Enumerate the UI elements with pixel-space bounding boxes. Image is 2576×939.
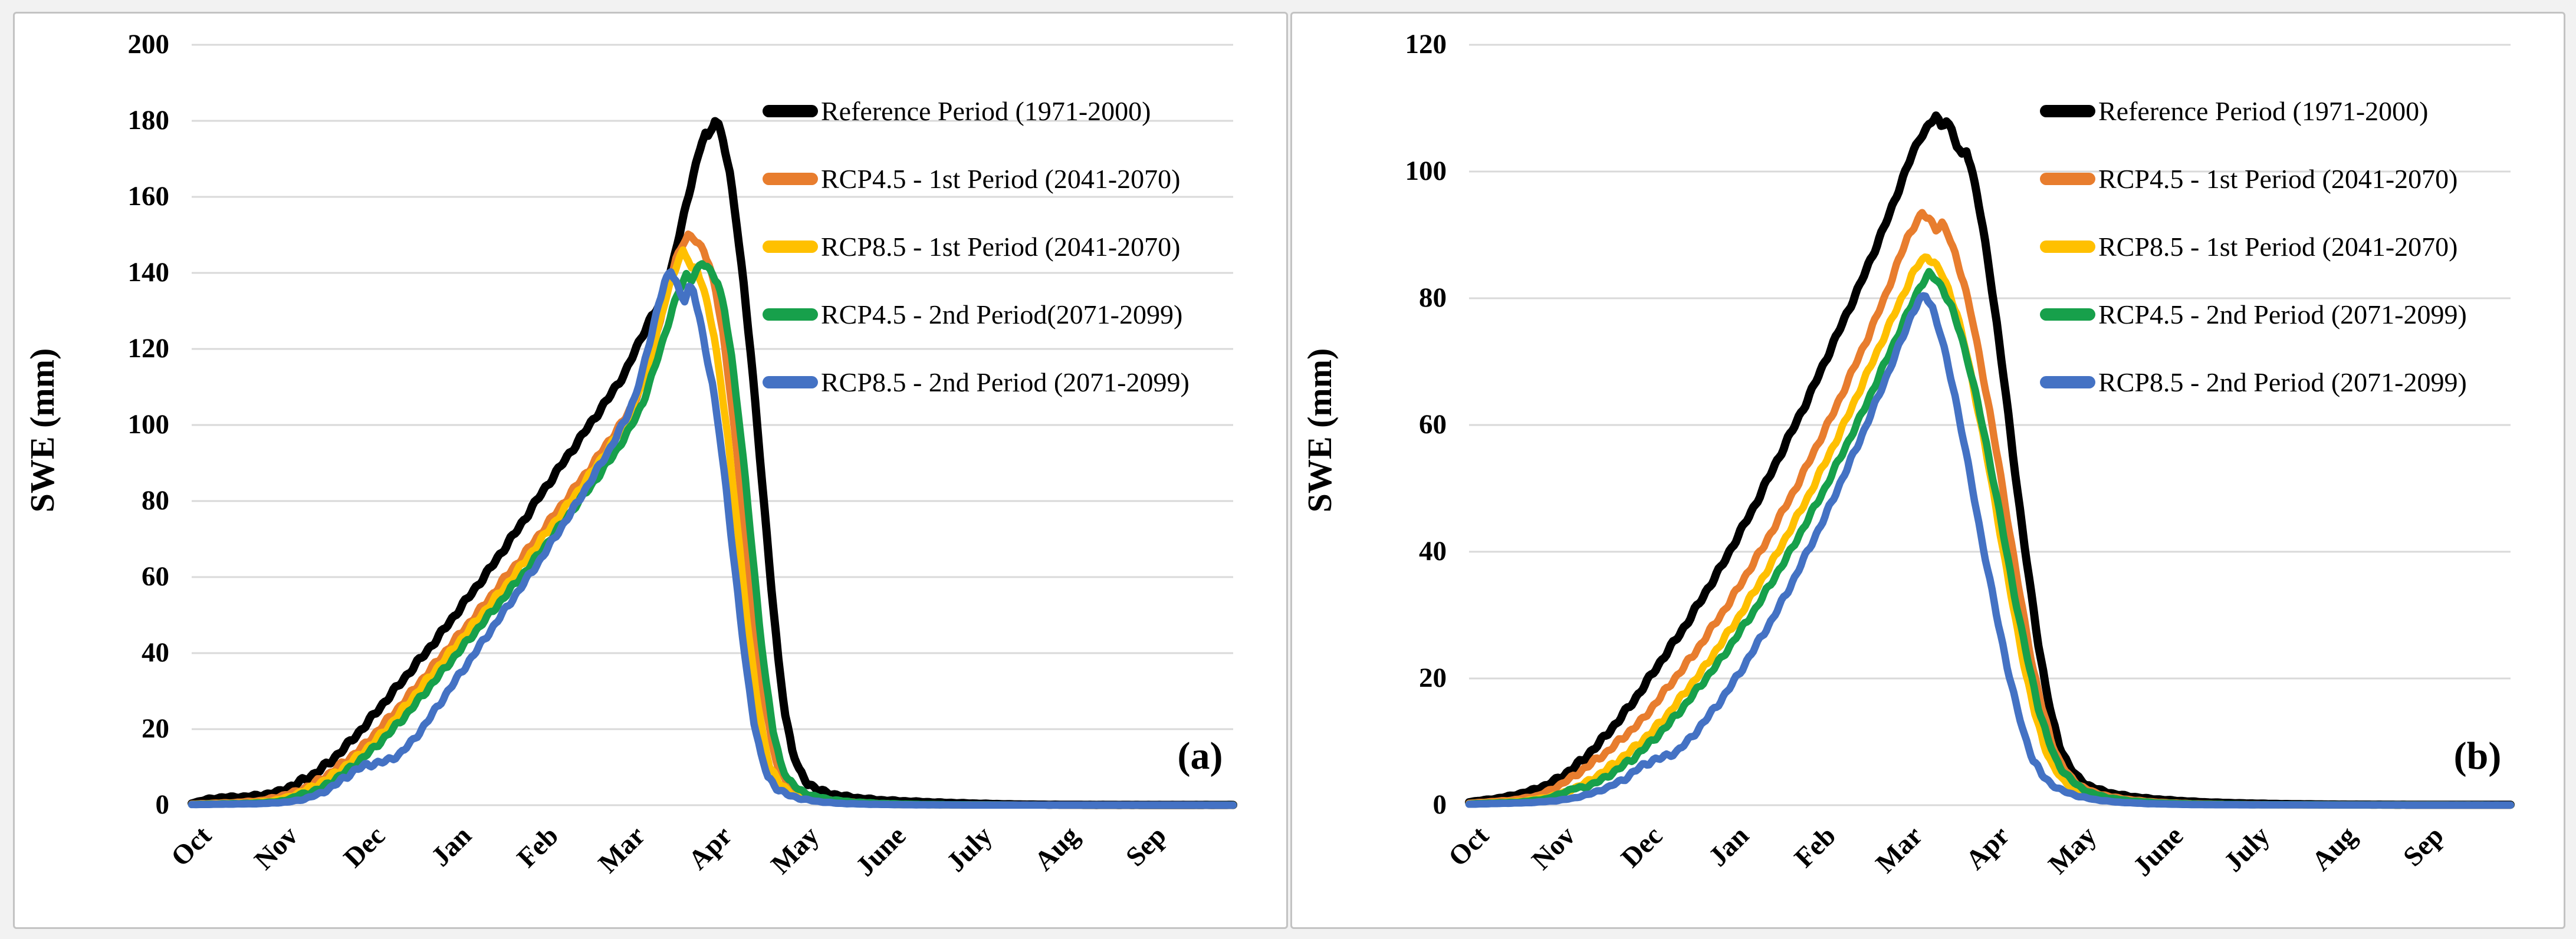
plot-area: [188, 44, 1237, 809]
y-tick-label: 120: [127, 333, 170, 364]
legend: Reference Period (1971-2000) RCP4.5 - 1st…: [763, 77, 1270, 416]
legend-swatch-icon: [763, 376, 818, 388]
legend-label: Reference Period (1971-2000): [821, 96, 1151, 126]
legend-item-5: RCP8.5 - 2nd Period (2071-2099): [2040, 348, 2547, 416]
chart-panel-b: SWE (mm) 0 20 40 60 80 100 120 Oct Nov Dec Jan Feb…: [1290, 12, 2565, 929]
legend-item-3: RCP8.5 - 1st Period (2041-2070): [763, 213, 1270, 281]
legend-item-5: RCP8.5 - 2nd Period (2071-2099): [763, 348, 1270, 416]
legend-swatch-icon: [763, 173, 818, 185]
legend-label: Reference Period (1971-2000): [2098, 96, 2429, 126]
y-tick-label: 0: [1432, 789, 1447, 820]
legend-label: RCP4.5 - 2nd Period (2071-2099): [2098, 299, 2467, 330]
y-tick-label: 60: [142, 561, 169, 592]
y-tick-label: 60: [1419, 409, 1447, 440]
y-tick-label: 160: [127, 181, 170, 212]
legend-swatch-icon: [763, 105, 818, 117]
series-line-5: [188, 268, 1237, 809]
plot-area: [1465, 44, 2515, 809]
panel-label: (a): [1177, 734, 1223, 777]
y-tick-label: 180: [127, 105, 170, 136]
legend-label: RCP8.5 - 2nd Period (2071-2099): [821, 367, 1190, 397]
legend-label: RCP8.5 - 2nd Period (2071-2099): [2098, 367, 2467, 397]
legend-swatch-icon: [2040, 376, 2095, 388]
y-tick-label: 0: [155, 789, 170, 820]
y-tick-label: 20: [1419, 663, 1447, 693]
y-tick-label: 20: [142, 713, 169, 744]
legend-item-2: RCP4.5 - 1st Period (2041-2070): [763, 145, 1270, 213]
legend: Reference Period (1971-2000) RCP4.5 - 1st…: [2040, 77, 2547, 416]
series-line-5: [1465, 292, 2515, 809]
y-tick-label: 40: [1419, 536, 1447, 566]
legend-label: RCP8.5 - 1st Period (2041-2070): [821, 232, 1181, 262]
y-tick-label: 80: [142, 485, 169, 516]
legend-swatch-icon: [2040, 173, 2095, 185]
legend-swatch-icon: [2040, 105, 2095, 117]
y-tick-label: 140: [127, 257, 170, 288]
legend-label: RCP4.5 - 1st Period (2041-2070): [2098, 164, 2458, 194]
legend-item-3: RCP8.5 - 1st Period (2041-2070): [2040, 213, 2547, 281]
y-tick-label: 100: [127, 409, 170, 440]
legend-item-4: RCP4.5 - 2nd Period (2071-2099): [2040, 281, 2547, 348]
y-tick-label: 40: [142, 637, 169, 668]
y-tick-label: 120: [1405, 29, 1447, 60]
legend-swatch-icon: [763, 308, 818, 321]
panel-label: (b): [2453, 734, 2502, 777]
legend-item-1: Reference Period (1971-2000): [763, 77, 1270, 145]
chart-panel-a: SWE (mm) 0 20 40 60 80 100 120 140 160 180 200 Oct…: [13, 12, 1288, 929]
legend-item-4: RCP4.5 - 2nd Period(2071-2099): [763, 281, 1270, 348]
y-tick-label: 80: [1419, 282, 1447, 313]
legend-swatch-icon: [2040, 308, 2095, 321]
legend-item-2: RCP4.5 - 1st Period (2041-2070): [2040, 145, 2547, 213]
legend-label: RCP4.5 - 2nd Period(2071-2099): [821, 299, 1183, 330]
legend-swatch-icon: [2040, 240, 2095, 253]
legend-label: RCP8.5 - 1st Period (2041-2070): [2098, 232, 2458, 262]
legend-label: RCP4.5 - 1st Period (2041-2070): [821, 164, 1181, 194]
y-tick-label: 200: [127, 29, 170, 60]
legend-item-1: Reference Period (1971-2000): [2040, 77, 2547, 145]
legend-swatch-icon: [763, 240, 818, 253]
y-tick-label: 100: [1405, 156, 1447, 186]
